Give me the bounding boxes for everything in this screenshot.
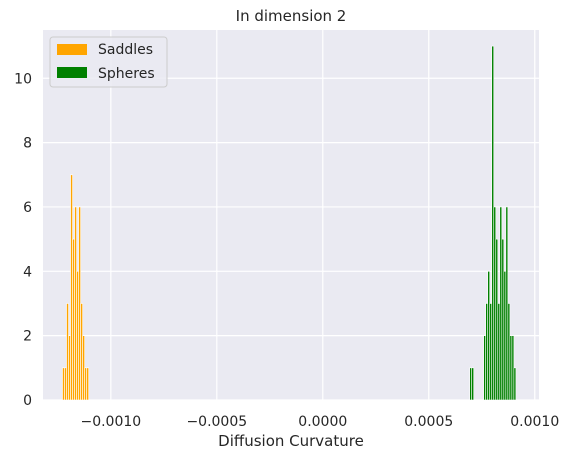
histogram-bar-spheres (513, 367, 517, 401)
histogram-bar-saddles (84, 367, 87, 401)
bars (62, 45, 517, 401)
histogram-bar-saddles (80, 303, 83, 401)
legend-swatch-saddles (57, 44, 87, 55)
histogram-bar-spheres (499, 206, 503, 401)
y-tick-label: 4 (23, 264, 32, 280)
y-tick-label: 0 (23, 393, 32, 409)
histogram-bar-saddles (72, 238, 75, 401)
y-tick-label: 6 (23, 200, 32, 216)
histogram-bar-saddles (74, 206, 77, 401)
histogram-bar-spheres (501, 238, 505, 401)
histogram-bar-spheres (483, 335, 486, 401)
legend-swatch-spheres (57, 67, 87, 78)
y-tick-label: 8 (23, 136, 32, 152)
histogram-bar-spheres (495, 238, 499, 401)
x-axis-label: Diffusion Curvature (218, 432, 364, 450)
histogram-bar-saddles (62, 367, 65, 401)
histogram-bar-spheres (471, 367, 475, 401)
y-tick-label: 10 (14, 71, 32, 87)
x-tick-label: 0.0010 (510, 414, 559, 430)
x-tick-label: −0.0005 (186, 414, 247, 430)
histogram-bar-saddles (78, 206, 81, 401)
histogram-bar-spheres (505, 206, 509, 401)
histogram-bar-spheres (485, 303, 489, 401)
histogram-bar-saddles (64, 367, 67, 401)
plot-area (43, 30, 539, 400)
histogram-bar-saddles (86, 367, 89, 401)
histogram-bar-spheres (487, 271, 491, 401)
tick-labels: 0 2 4 6 8 10 −0.0010 −0.0005 0.0000 0.0005 0.0010 (14, 71, 559, 430)
histogram-bar-spheres (509, 335, 513, 401)
histogram-bar-spheres (469, 367, 473, 401)
legend: Saddles Spheres (49, 36, 168, 88)
histogram-bar-spheres (493, 206, 497, 401)
histogram-bar-spheres (507, 303, 511, 401)
histogram-bar-saddles (82, 335, 85, 401)
histogram-bar-spheres (503, 271, 507, 401)
x-tick-label: 0.0005 (404, 414, 453, 430)
histogram-bar-spheres (497, 303, 501, 401)
grid (43, 30, 539, 401)
histogram-bar-saddles (68, 335, 71, 401)
legend-label-spheres: Spheres (98, 66, 155, 82)
x-tick-label: −0.0010 (80, 414, 141, 430)
histogram-bar-spheres (511, 335, 515, 401)
histogram-bar-saddles (66, 303, 69, 401)
histogram-bar-saddles (76, 271, 79, 401)
y-tick-label: 2 (23, 329, 32, 345)
x-tick-label: 0.0000 (298, 414, 347, 430)
histogram-bar-saddles (70, 174, 73, 401)
legend-label-saddles: Saddles (98, 42, 153, 58)
histogram-bar-spheres (489, 303, 493, 401)
histogram-bar-spheres (491, 45, 495, 401)
chart-title: In dimension 2 (236, 7, 347, 25)
